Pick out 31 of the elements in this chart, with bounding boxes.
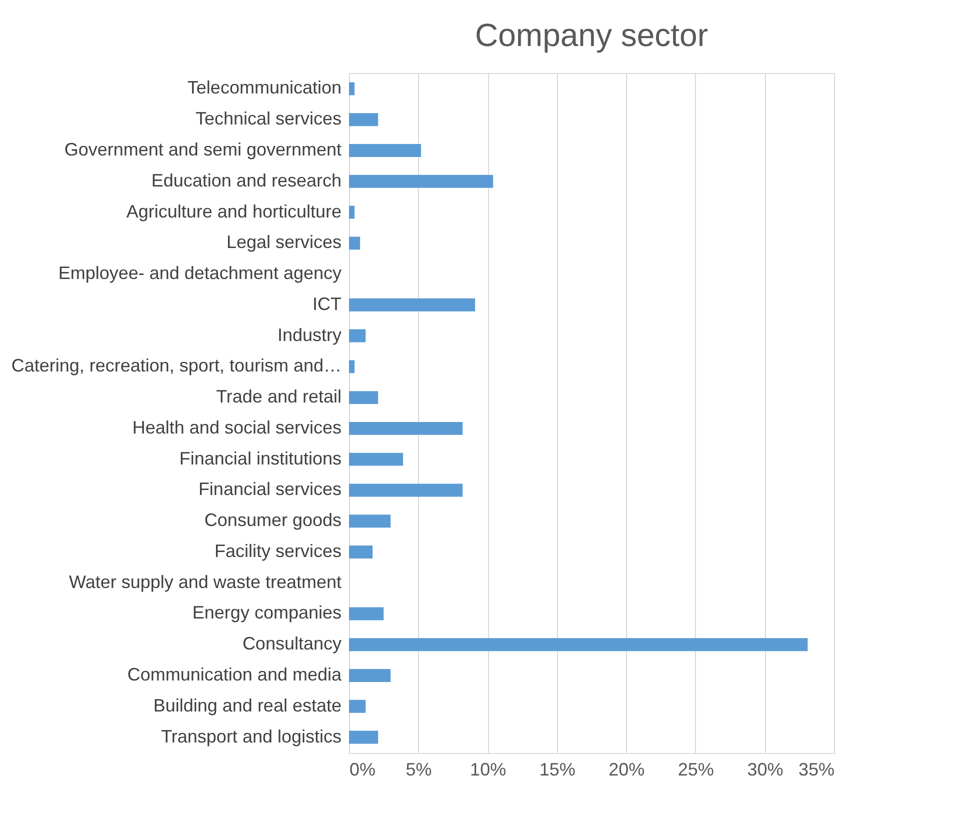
y-tick-label: Financial institutions	[179, 448, 342, 468]
y-tick-label: Communication and media	[127, 664, 342, 684]
y-tick-label: Industry	[277, 324, 342, 345]
y-tick-label: Technical services	[195, 108, 342, 129]
y-tick-label: Government and semi government	[64, 140, 342, 160]
y-tick-label: Water supply and waste treatment	[69, 572, 342, 592]
y-tick-label: Consultancy	[242, 634, 342, 654]
y-tick-label: Education and research	[151, 170, 342, 190]
y-tick-label: Financial services	[198, 479, 342, 500]
y-tick-label: Building and real estate	[153, 695, 342, 716]
y-tick-label: Transport and logistics	[161, 726, 342, 746]
chart-title: Company sector	[475, 17, 708, 53]
y-tick-label: Catering, recreation, sport, tourism and…	[11, 356, 342, 376]
x-tick-label: 25%	[678, 760, 714, 780]
y-tick-label: Telecommunication	[187, 78, 342, 98]
y-tick-label: ICT	[312, 294, 342, 314]
x-tick-label: 0%	[350, 760, 376, 780]
x-tick-label: 15%	[539, 760, 576, 780]
y-tick-label: Health and social services	[132, 417, 342, 438]
y-tick-label: Employee- and detachment agency	[58, 263, 342, 284]
y-tick-label: Legal services	[226, 232, 342, 252]
y-tick-label: Facility services	[214, 540, 342, 561]
y-tick-label: Trade and retail	[216, 386, 342, 407]
y-tick-label: Energy companies	[192, 602, 342, 623]
x-tick-label: 30%	[747, 760, 784, 780]
x-tick-label: 20%	[608, 760, 645, 780]
x-tick-label: 10%	[470, 760, 506, 780]
y-tick-label: Agriculture and horticulture	[126, 201, 342, 222]
y-tick-label: Consumer goods	[204, 510, 342, 530]
x-tick-label: 35%	[798, 760, 834, 780]
x-tick-label: 5%	[406, 760, 432, 780]
